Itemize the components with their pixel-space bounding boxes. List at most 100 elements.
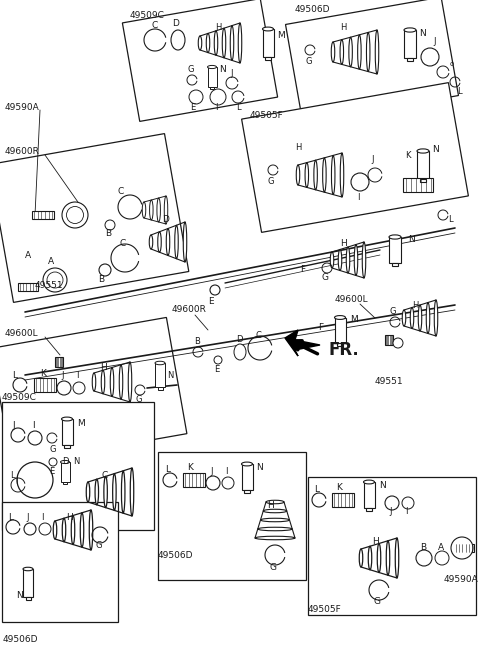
Ellipse shape [119, 365, 123, 400]
Text: I: I [41, 512, 44, 522]
Ellipse shape [386, 541, 390, 575]
Bar [210, 87, 214, 89]
Bar [265, 57, 271, 60]
Text: N: N [16, 590, 23, 600]
Ellipse shape [60, 461, 70, 464]
Text: J: J [389, 508, 392, 516]
Circle shape [206, 476, 220, 490]
Ellipse shape [171, 30, 185, 50]
Ellipse shape [89, 510, 93, 550]
Ellipse shape [359, 549, 363, 567]
Circle shape [24, 523, 36, 535]
Bar [389, 237, 401, 263]
Text: L: L [457, 87, 462, 96]
Text: I: I [15, 478, 17, 487]
Ellipse shape [418, 305, 422, 331]
Circle shape [99, 264, 111, 276]
Polygon shape [241, 83, 468, 232]
Text: 49590A: 49590A [444, 575, 479, 584]
Text: G: G [49, 445, 56, 455]
Text: G: G [322, 274, 329, 283]
Text: M: M [277, 30, 285, 39]
Circle shape [57, 381, 71, 395]
Bar [420, 179, 426, 182]
Ellipse shape [101, 370, 105, 394]
Ellipse shape [92, 373, 96, 391]
Bar [60, 462, 70, 482]
Ellipse shape [62, 202, 88, 228]
Text: D: D [236, 335, 242, 344]
Ellipse shape [261, 518, 289, 522]
Ellipse shape [340, 153, 344, 197]
Bar [61, 419, 72, 445]
Ellipse shape [95, 479, 98, 505]
Ellipse shape [335, 316, 346, 319]
Ellipse shape [130, 468, 134, 516]
Text: H: H [267, 501, 274, 510]
Text: J: J [210, 466, 213, 476]
Text: N: N [432, 146, 439, 155]
Ellipse shape [404, 28, 416, 32]
Circle shape [402, 497, 414, 509]
Ellipse shape [377, 544, 381, 573]
Text: C: C [102, 470, 108, 480]
Text: 49506D: 49506D [3, 636, 38, 644]
Ellipse shape [331, 42, 335, 62]
Ellipse shape [104, 476, 108, 508]
Bar [18, 283, 38, 291]
Ellipse shape [214, 31, 218, 55]
Text: H: H [215, 24, 221, 33]
Circle shape [17, 462, 53, 498]
Circle shape [105, 220, 115, 230]
Ellipse shape [375, 30, 379, 74]
Text: K: K [405, 150, 410, 159]
Ellipse shape [198, 36, 202, 50]
Polygon shape [122, 0, 277, 121]
Text: 49590A: 49590A [5, 102, 40, 112]
Text: 49505F: 49505F [250, 110, 284, 119]
Bar [32, 211, 54, 219]
Bar [2, 502, 118, 622]
Ellipse shape [157, 198, 160, 222]
Text: K: K [187, 464, 193, 472]
Ellipse shape [314, 160, 317, 190]
Text: H: H [100, 363, 107, 373]
Ellipse shape [368, 546, 372, 570]
Bar [308, 477, 476, 615]
Ellipse shape [230, 26, 234, 60]
Text: J: J [230, 68, 232, 77]
Text: C: C [118, 186, 124, 195]
Text: C: C [256, 331, 262, 340]
Bar [64, 445, 70, 448]
Ellipse shape [86, 482, 90, 502]
Ellipse shape [402, 310, 406, 326]
Circle shape [435, 551, 449, 565]
Text: 49509C: 49509C [130, 10, 165, 20]
Bar [332, 493, 354, 507]
Text: M: M [77, 419, 85, 428]
Circle shape [222, 477, 234, 489]
Text: G: G [374, 598, 381, 607]
Ellipse shape [241, 462, 252, 466]
Text: A: A [48, 258, 54, 266]
Text: I: I [225, 466, 228, 476]
Text: I: I [405, 508, 408, 516]
Text: L: L [236, 102, 240, 112]
Ellipse shape [263, 27, 274, 31]
Text: 49506D: 49506D [295, 5, 331, 14]
Ellipse shape [164, 196, 168, 224]
Ellipse shape [53, 521, 57, 539]
Ellipse shape [175, 225, 178, 258]
Bar [157, 387, 163, 390]
Text: D: D [162, 216, 169, 224]
Text: 49505F: 49505F [308, 605, 342, 615]
Ellipse shape [128, 362, 132, 402]
Bar [155, 363, 165, 387]
Ellipse shape [296, 165, 300, 185]
Ellipse shape [166, 228, 170, 255]
Text: E: E [208, 298, 214, 306]
Text: N: N [408, 236, 415, 245]
Ellipse shape [47, 272, 63, 288]
Text: N: N [379, 480, 386, 489]
Circle shape [189, 90, 203, 104]
